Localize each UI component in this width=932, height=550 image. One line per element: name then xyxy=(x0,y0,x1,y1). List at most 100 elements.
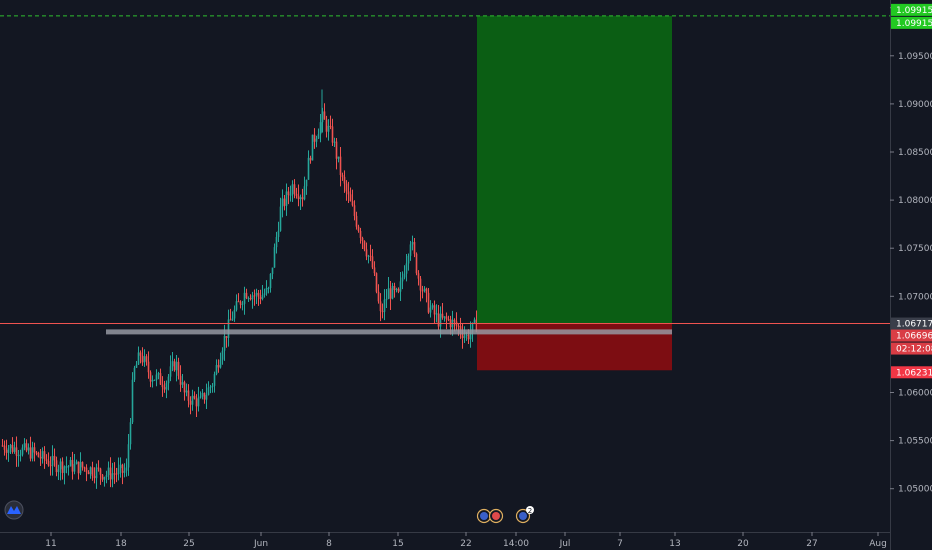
candle-body xyxy=(411,242,414,245)
candle-body xyxy=(359,231,362,238)
event-markers[interactable]: 2 xyxy=(476,506,535,524)
time-tick-label: 14:00 xyxy=(503,539,529,549)
candle-body xyxy=(3,445,6,450)
profit-zone[interactable] xyxy=(477,15,672,324)
candle-body xyxy=(141,355,144,363)
candle-body xyxy=(185,390,188,393)
candle-body xyxy=(49,465,52,467)
time-tick-label: 25 xyxy=(183,539,194,549)
candle-body xyxy=(301,197,304,200)
candle-body xyxy=(403,273,406,278)
target-line-badge xyxy=(891,3,932,16)
candle-body xyxy=(277,230,280,238)
candle-body xyxy=(67,466,70,468)
candle-body xyxy=(19,454,22,456)
time-tick-label: 15 xyxy=(392,539,403,549)
candle-body xyxy=(463,335,466,339)
candle-body xyxy=(31,447,34,459)
candle-body xyxy=(53,455,56,461)
candle-body xyxy=(223,336,226,351)
candle-body xyxy=(159,373,162,385)
candle-body xyxy=(129,422,132,445)
candle-body xyxy=(199,396,202,398)
candle-body xyxy=(33,447,36,453)
candle-body xyxy=(201,392,204,397)
candle-body xyxy=(125,467,128,471)
candle-body xyxy=(209,386,212,388)
candle-body xyxy=(259,296,262,300)
candle-body xyxy=(101,474,104,480)
candle-body xyxy=(319,122,322,135)
candle-body xyxy=(289,194,292,196)
candle-body xyxy=(193,395,196,399)
candle-body xyxy=(221,350,224,360)
candle-body xyxy=(353,205,356,216)
candle-body xyxy=(397,288,400,292)
candle-body xyxy=(147,361,150,373)
candle-body xyxy=(139,352,142,356)
position-tool[interactable] xyxy=(0,15,890,371)
candle-body xyxy=(15,447,18,456)
time-axis[interactable]: 11 18 25 Jun 8 15 22 14:00 Jul 7 13 20 27 Aug xyxy=(45,532,887,549)
candle-body xyxy=(327,125,330,132)
target-price-badge-label: 1.09915 xyxy=(896,19,932,29)
tradingview-logo[interactable] xyxy=(4,500,24,520)
time-tick-label: Jul xyxy=(559,539,571,549)
candle-body xyxy=(421,290,424,292)
candle-body xyxy=(109,467,112,480)
candle-body xyxy=(243,292,246,304)
candle-body xyxy=(181,382,184,385)
candle-body xyxy=(281,198,284,207)
candle-body xyxy=(189,400,192,405)
candle-body xyxy=(345,183,348,192)
candle-body xyxy=(423,288,426,291)
candle-body xyxy=(165,383,168,390)
price-tick-label: 1.06000 xyxy=(898,389,932,399)
candle-body xyxy=(229,319,232,321)
time-tick-label: Aug xyxy=(869,539,887,549)
candle-body xyxy=(369,255,372,257)
candle-body xyxy=(219,359,222,368)
candle-body xyxy=(81,461,84,468)
candle-body xyxy=(261,294,264,300)
candle-body xyxy=(55,460,58,473)
countdown-badge xyxy=(891,342,932,355)
candle-body xyxy=(59,461,62,470)
candle-body xyxy=(235,301,238,310)
candle-body xyxy=(107,467,110,476)
candle-body xyxy=(85,467,88,473)
candle-body xyxy=(429,307,432,313)
candle-body xyxy=(207,387,210,395)
candle-body xyxy=(457,325,460,327)
event-count-label: 2 xyxy=(528,507,532,515)
candle-body xyxy=(433,305,436,315)
candle-body xyxy=(315,138,318,142)
candle-body xyxy=(399,281,402,292)
flag-event-icon[interactable] xyxy=(488,508,504,524)
calendar-event-icon[interactable] xyxy=(476,508,492,524)
support-level-line[interactable] xyxy=(106,329,672,335)
candle-body xyxy=(239,301,242,305)
candle-body xyxy=(465,334,468,336)
candle-body xyxy=(293,184,296,194)
news-event-icon[interactable] xyxy=(515,508,531,524)
candle-body xyxy=(115,473,118,475)
candle-body xyxy=(173,361,176,371)
candle-body xyxy=(225,336,228,338)
candle-body xyxy=(245,292,248,299)
candle-body xyxy=(393,285,396,290)
candle-body xyxy=(311,134,314,161)
candle-body xyxy=(387,288,390,300)
candle-body xyxy=(291,184,294,195)
candle-body xyxy=(119,464,122,469)
candle-body xyxy=(347,191,350,195)
candle-body xyxy=(409,244,412,256)
candle-body xyxy=(427,292,430,313)
candle-body xyxy=(191,395,194,405)
candle-body xyxy=(39,456,42,459)
time-tick-label: 27 xyxy=(806,539,817,549)
candle-body xyxy=(51,455,54,466)
candle-body xyxy=(349,194,352,202)
candle-body xyxy=(431,305,434,308)
